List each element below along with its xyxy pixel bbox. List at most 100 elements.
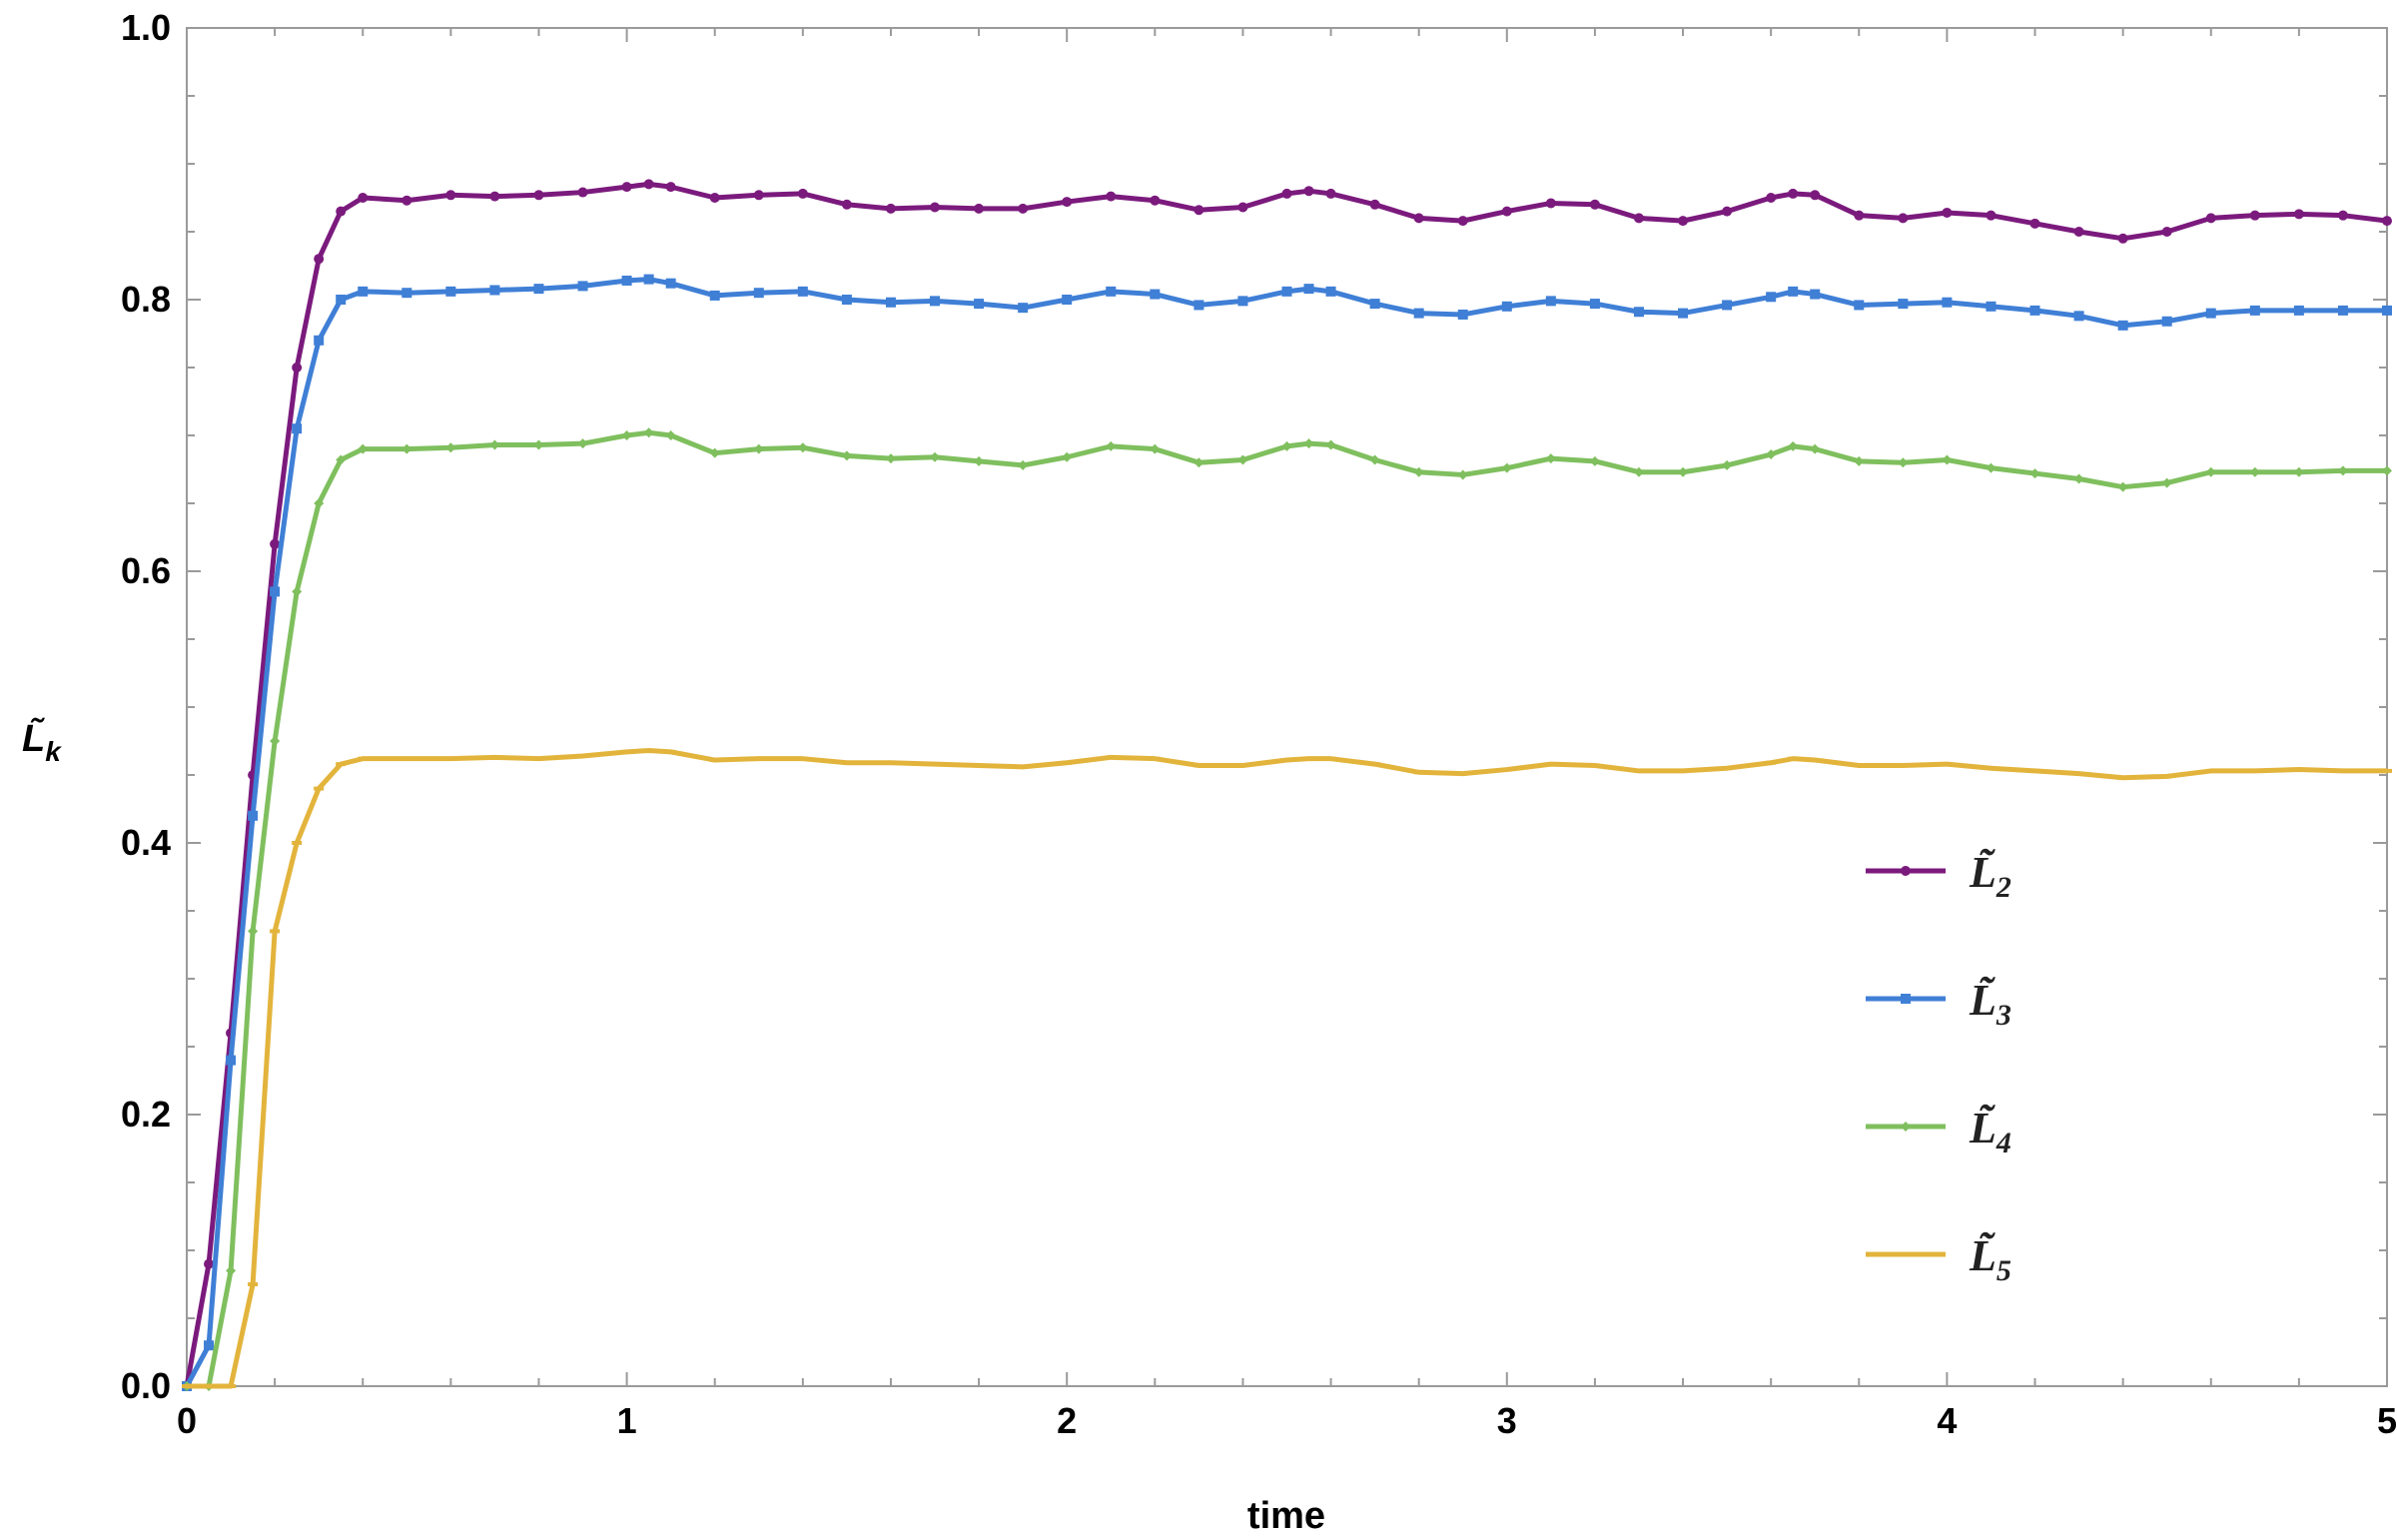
data-point (841, 760, 852, 765)
data-point (643, 748, 654, 753)
plot-frame (186, 27, 2388, 1387)
legend-label: L̃3 (1969, 976, 2011, 1032)
y-tick-label: 0.2 (121, 1094, 171, 1135)
data-point (1369, 199, 1380, 210)
data-point (2117, 233, 2128, 244)
data-point (974, 455, 985, 466)
data-point (1788, 440, 1799, 451)
series-line-5 (187, 748, 2387, 1389)
series-line-2 (184, 181, 2388, 1387)
y-tick-label: 1.0 (121, 7, 171, 48)
data-point (533, 756, 544, 761)
y-axis-title-sub: k (45, 736, 62, 767)
data-point (2382, 465, 2392, 476)
data-point (797, 188, 808, 199)
data-point (621, 749, 632, 754)
data-point (2161, 774, 2172, 779)
data-point (1898, 457, 1909, 468)
series-line-3 (184, 277, 2387, 1388)
data-point (974, 203, 985, 214)
data-point (2293, 209, 2304, 220)
series-layer (182, 179, 2392, 1391)
data-point (292, 586, 303, 597)
data-point (1194, 763, 1204, 768)
data-point (1457, 309, 1468, 320)
data-point (2293, 305, 2304, 316)
data-point (1369, 299, 1380, 310)
data-point (292, 363, 303, 373)
legend-label: L̃5 (1969, 1231, 2011, 1287)
data-point (1633, 307, 1644, 318)
data-point (621, 430, 632, 440)
data-point (1678, 466, 1689, 477)
data-point (401, 443, 412, 454)
data-point (445, 190, 456, 201)
series-4 (182, 427, 2392, 1391)
data-point (1898, 299, 1909, 310)
data-point (1457, 469, 1468, 480)
data-point (577, 281, 588, 292)
data-point (1810, 190, 1821, 201)
data-point (1545, 453, 1556, 464)
data-point (797, 442, 808, 453)
data-point (358, 756, 369, 761)
data-point (2249, 210, 2260, 221)
data-point (1810, 758, 1821, 763)
data-point (1501, 301, 1512, 312)
data-point (1303, 438, 1314, 449)
data-point (1810, 289, 1821, 300)
data-point (2161, 477, 2172, 488)
data-point (665, 278, 676, 289)
data-point (974, 763, 985, 768)
data-point (709, 758, 720, 763)
data-point (248, 810, 259, 821)
data-point (1633, 213, 1644, 224)
data-point (709, 193, 720, 203)
axis-ticks: 0 1 2 3 4 5 0.0 0.2 0.4 0.6 0.8 1.0 (121, 7, 2397, 1441)
legend-item-5: L̃5 (1866, 1231, 2011, 1287)
data-point (204, 1340, 215, 1351)
data-point (1678, 768, 1689, 773)
data-point (1194, 457, 1204, 468)
data-point (1062, 197, 1073, 208)
data-point (314, 786, 325, 791)
data-point (533, 190, 544, 201)
data-point (358, 286, 369, 297)
data-point (1986, 210, 1997, 221)
data-point (336, 454, 347, 465)
data-point (2293, 466, 2304, 477)
data-point (489, 755, 500, 760)
data-point (1413, 770, 1424, 775)
data-point (489, 439, 500, 450)
data-point (1854, 455, 1865, 466)
data-point (930, 451, 941, 462)
data-point (226, 1384, 237, 1388)
data-point (1303, 756, 1314, 761)
data-point (1457, 771, 1468, 776)
data-point (2337, 305, 2348, 316)
y-axis-title: L̃k (22, 716, 62, 767)
data-point (314, 335, 325, 346)
data-point (1237, 202, 1248, 213)
x-tick-label: 5 (2377, 1400, 2397, 1441)
data-point (577, 753, 588, 758)
series-5 (182, 748, 2392, 1389)
legend-item-3: L̃3 (1866, 976, 2011, 1032)
data-point (577, 438, 588, 449)
data-point (401, 195, 412, 206)
data-point (533, 284, 544, 295)
data-point (2029, 218, 2040, 229)
data-point (1303, 186, 1314, 197)
data-point (2205, 466, 2216, 477)
data-point (753, 190, 764, 201)
data-point (1150, 756, 1161, 761)
data-point (1766, 449, 1777, 460)
data-point (1986, 766, 1997, 771)
data-point (930, 296, 941, 307)
data-point (1325, 756, 1336, 761)
data-point (1106, 755, 1117, 760)
data-point (1678, 308, 1689, 319)
data-point (1413, 466, 1424, 477)
data-point (270, 538, 281, 549)
legend-item-4: L̃4 (1866, 1104, 2011, 1159)
